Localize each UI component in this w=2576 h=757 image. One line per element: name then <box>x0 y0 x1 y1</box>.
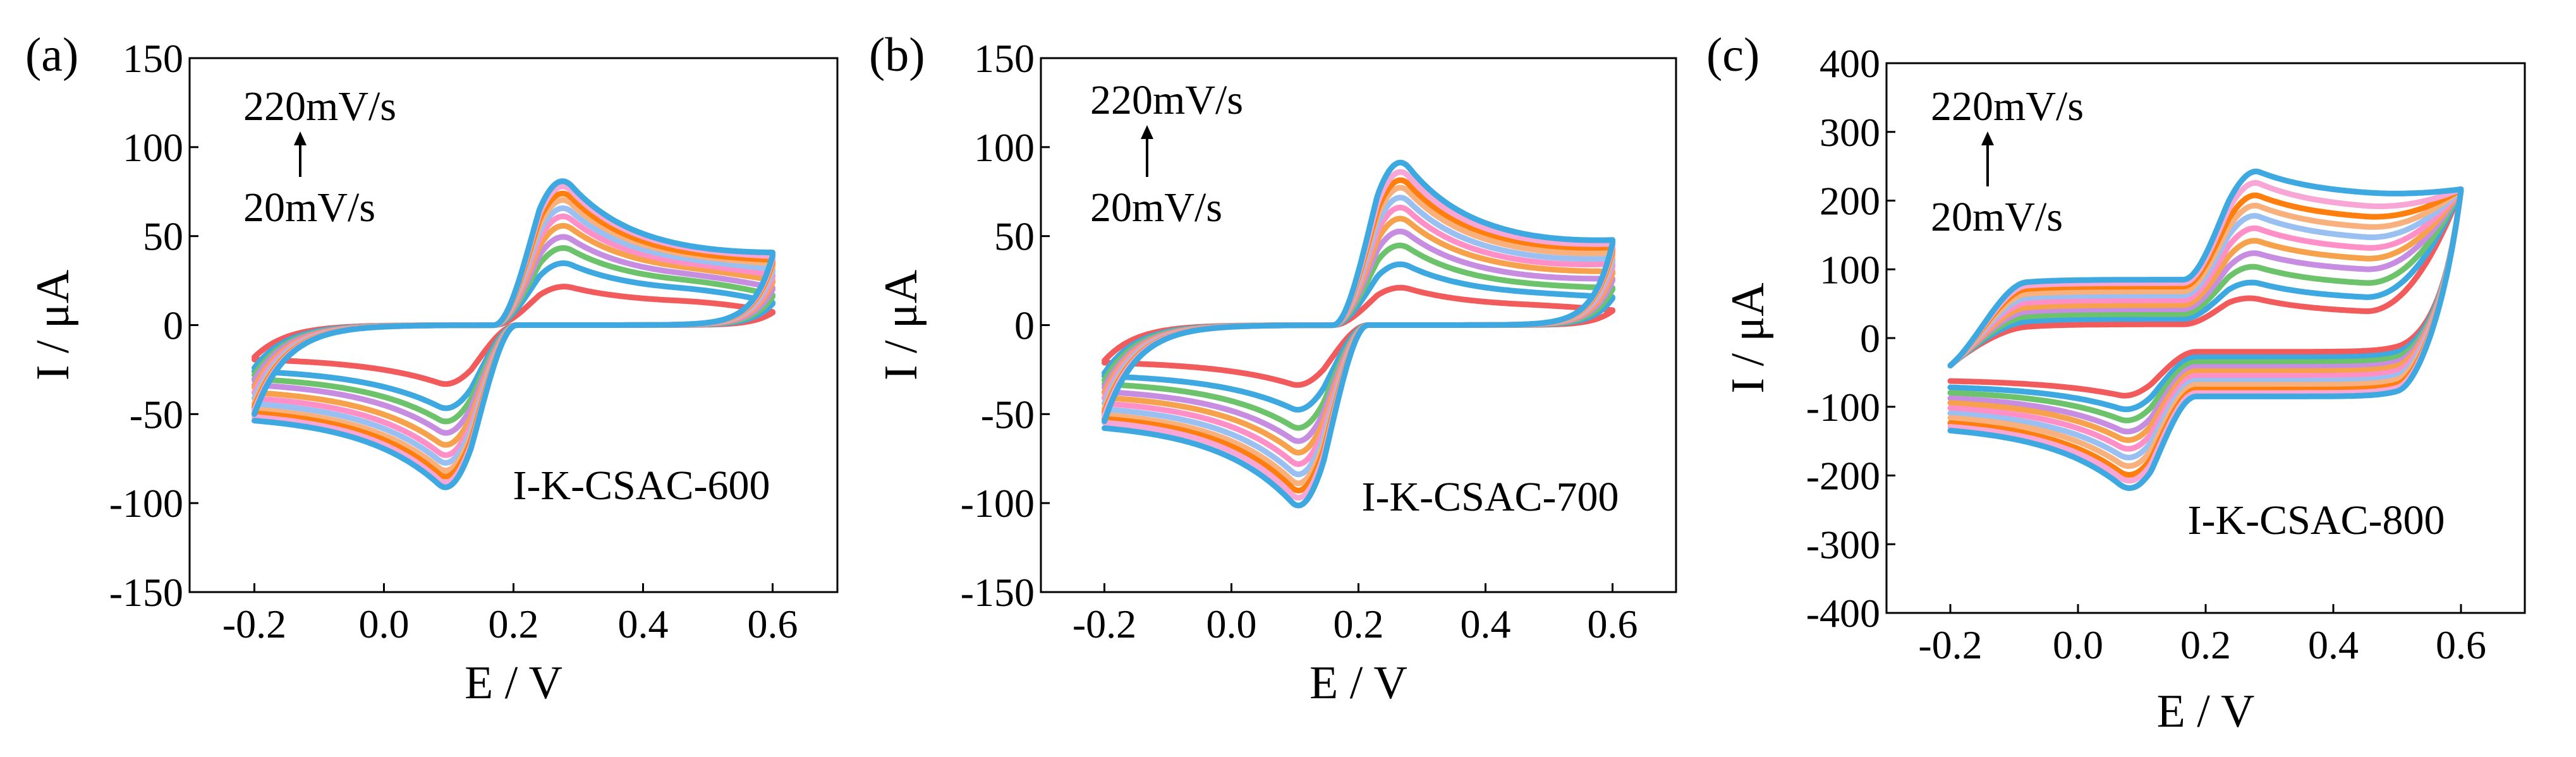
x-tick-label: 0.2 <box>2180 622 2231 667</box>
y-tick-label: 150 <box>974 36 1035 81</box>
x-tick-label: 0.6 <box>2436 622 2486 667</box>
y-tick-label: -50 <box>130 392 183 437</box>
scan-rate-arrow-icon <box>1141 125 1153 139</box>
x-tick-label: 0.0 <box>2053 622 2103 667</box>
y-tick-label: -300 <box>1806 522 1880 567</box>
x-tick-label: 0.6 <box>748 602 798 646</box>
x-tick-label: 0.2 <box>1334 602 1384 646</box>
y-axis-title: I / μA <box>1722 282 1774 393</box>
x-tick-label: 0.4 <box>2308 622 2359 667</box>
x-tick-label: -0.2 <box>1918 622 1982 667</box>
x-tick-label: 0.6 <box>1588 602 1638 646</box>
cv-curves <box>1102 159 1615 509</box>
scan-rate-high-label: 220mV/s <box>243 83 396 130</box>
scan-rate-low-label: 20mV/s <box>243 185 375 231</box>
y-tick-label: 100 <box>123 125 183 170</box>
scan-rate-high-label: 220mV/s <box>1931 83 2084 130</box>
x-tick-label: -0.2 <box>222 602 286 646</box>
y-tick-label: 0 <box>1860 316 1880 361</box>
sample-label: I-K-CSAC-600 <box>513 463 770 509</box>
scan-rate-high-label: 220mV/s <box>1090 77 1243 123</box>
scan-rate-low-label: 20mV/s <box>1090 185 1222 231</box>
x-tick-label: 0.4 <box>618 602 669 646</box>
x-tick-label: 0.0 <box>359 602 410 646</box>
scan-rate-arrow-icon <box>294 131 307 145</box>
y-tick-label: 50 <box>143 214 183 259</box>
y-tick-label: 100 <box>1820 247 1880 292</box>
cv-curves <box>252 178 775 490</box>
y-tick-label: -400 <box>1806 591 1880 636</box>
y-tick-label: 300 <box>1820 110 1880 155</box>
y-tick-label: -200 <box>1806 454 1880 499</box>
panel-label: (b) <box>869 28 925 82</box>
chart-panels: -0.2 0.0 0.2 0.4 0.6 -150 -100 -50 0 50 100 150 E / … <box>25 28 2526 737</box>
scan-rate-arrow-icon <box>1981 131 1994 145</box>
y-tick-label: 150 <box>123 36 183 81</box>
cv-curves <box>1947 168 2464 491</box>
y-tick-label: -50 <box>981 392 1035 437</box>
x-axis-title: E / V <box>465 657 562 709</box>
scan-rate-low-label: 20mV/s <box>1931 194 2063 240</box>
chart-panel-3: -0.2 0.0 0.2 0.4 0.6 -400 -300 -200 -100 0 100 200 3… <box>1706 28 2526 737</box>
panel-label: (a) <box>25 28 78 82</box>
y-tick-label: -150 <box>961 570 1035 615</box>
y-tick-label: -150 <box>109 570 183 615</box>
y-tick-label: -100 <box>1806 385 1880 430</box>
x-tick-label: 0.2 <box>489 602 539 646</box>
y-axis-title: I / μA <box>27 270 79 380</box>
cv-curve-220mVs <box>252 178 775 490</box>
chart-panel-2: -0.2 0.0 0.2 0.4 0.6 -150 -100 -50 0 50 100 150 E / … <box>869 28 1677 709</box>
y-tick-label: 0 <box>1014 303 1035 348</box>
cv-curve-220mVs <box>1947 168 2464 491</box>
y-tick-label: 200 <box>1820 179 1880 224</box>
sample-label: I-K-CSAC-700 <box>1362 474 1619 520</box>
y-tick-label: -100 <box>961 481 1035 526</box>
panel-label: (c) <box>1706 28 1759 82</box>
x-tick-label: -0.2 <box>1072 602 1136 646</box>
y-tick-label: 100 <box>974 125 1035 170</box>
y-tick-label: 50 <box>994 214 1035 259</box>
chart-panel-1: -0.2 0.0 0.2 0.4 0.6 -150 -100 -50 0 50 100 150 E / … <box>25 28 839 709</box>
y-tick-label: 0 <box>163 303 183 348</box>
y-tick-label: 400 <box>1820 41 1880 86</box>
sample-label: I-K-CSAC-800 <box>2188 497 2445 543</box>
x-tick-label: 0.0 <box>1206 602 1257 646</box>
cv-curve-220mVs <box>1102 159 1615 509</box>
x-tick-label: 0.4 <box>1461 602 1511 646</box>
x-axis-title: E / V <box>1309 657 1407 709</box>
x-axis-title: E / V <box>2157 686 2255 737</box>
y-tick-label: -100 <box>109 481 183 526</box>
y-axis-title: I / μA <box>875 270 927 380</box>
